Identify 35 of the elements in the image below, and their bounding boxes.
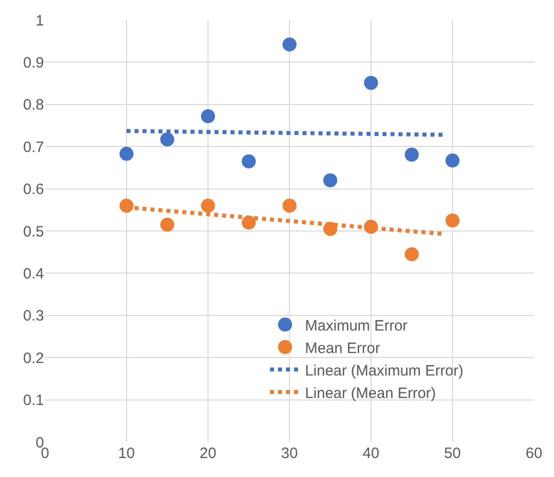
legend-label: Maximum Error bbox=[305, 317, 408, 334]
y-tick-label: 0.4 bbox=[23, 265, 44, 282]
y-tick-label: 0.7 bbox=[23, 138, 44, 156]
y-tick-label: 0.3 bbox=[23, 308, 44, 325]
point bbox=[242, 154, 256, 168]
y-tick-label: 0.1 bbox=[23, 392, 44, 410]
x-tick-label: 40 bbox=[362, 445, 380, 462]
point bbox=[201, 109, 215, 124]
y-tick-label: 0.9 bbox=[23, 54, 44, 72]
point bbox=[201, 198, 215, 213]
y-tick-label: 0.6 bbox=[23, 181, 44, 198]
y-tick-label: 0.5 bbox=[23, 223, 44, 240]
y-tick-label: 0.2 bbox=[23, 350, 44, 367]
point bbox=[323, 173, 338, 188]
point bbox=[404, 148, 419, 162]
point bbox=[446, 154, 460, 168]
x-tick-label: 30 bbox=[281, 445, 298, 462]
legend-label: Linear (Mean Error) bbox=[305, 384, 436, 402]
x-tick-label: 60 bbox=[526, 445, 542, 462]
legend-label: Linear (Maximum Error) bbox=[305, 362, 464, 380]
point bbox=[364, 76, 378, 90]
y-tick-label: 1 bbox=[36, 12, 44, 30]
x-tick-label: 50 bbox=[444, 445, 461, 462]
point bbox=[160, 132, 174, 146]
x-tick-label: 10 bbox=[118, 445, 135, 462]
y-tick-label: 0.8 bbox=[23, 96, 44, 114]
point bbox=[446, 213, 460, 228]
point bbox=[282, 37, 296, 52]
x-tick-label: 20 bbox=[200, 445, 216, 462]
point bbox=[120, 146, 134, 161]
point bbox=[282, 198, 296, 213]
legend-label: Mean Error bbox=[305, 340, 380, 357]
point bbox=[120, 198, 134, 213]
point bbox=[404, 247, 419, 262]
point bbox=[160, 218, 174, 232]
